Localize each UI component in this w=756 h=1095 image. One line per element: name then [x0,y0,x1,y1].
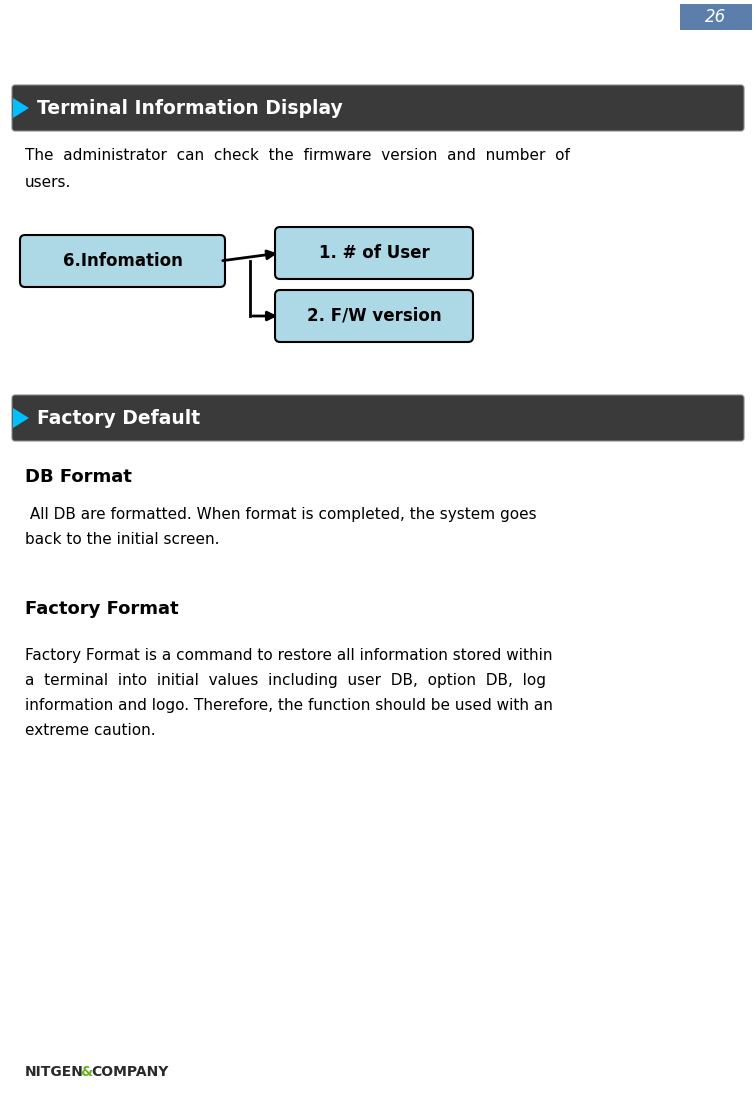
Text: Factory Default: Factory Default [37,408,200,427]
Polygon shape [13,408,29,428]
Text: Factory Format is a command to restore all information stored within: Factory Format is a command to restore a… [25,648,553,662]
Text: Terminal Information Display: Terminal Information Display [37,99,342,117]
Text: 26: 26 [705,8,727,26]
Text: All DB are formatted. When format is completed, the system goes: All DB are formatted. When format is com… [25,507,537,522]
Text: NITGEN: NITGEN [25,1065,84,1079]
Text: Factory Format: Factory Format [25,600,178,618]
FancyBboxPatch shape [12,85,744,131]
Text: DB Format: DB Format [25,468,132,486]
FancyBboxPatch shape [275,290,473,342]
FancyBboxPatch shape [12,395,744,441]
Text: users.: users. [25,175,71,191]
Text: 1. # of User: 1. # of User [318,244,429,262]
Text: &: & [80,1065,92,1079]
Text: a  terminal  into  initial  values  including  user  DB,  option  DB,  log: a terminal into initial values including… [25,673,546,688]
Text: COMPANY: COMPANY [91,1065,169,1079]
FancyBboxPatch shape [680,4,752,30]
Text: information and logo. Therefore, the function should be used with an: information and logo. Therefore, the fun… [25,698,553,713]
Polygon shape [13,97,29,118]
Text: back to the initial screen.: back to the initial screen. [25,532,219,548]
Text: The  administrator  can  check  the  firmware  version  and  number  of: The administrator can check the firmware… [25,148,570,163]
Text: 2. F/W version: 2. F/W version [307,307,442,325]
FancyBboxPatch shape [20,235,225,287]
Text: extreme caution.: extreme caution. [25,723,156,738]
FancyBboxPatch shape [275,227,473,279]
Text: 6.Infomation: 6.Infomation [63,252,182,270]
